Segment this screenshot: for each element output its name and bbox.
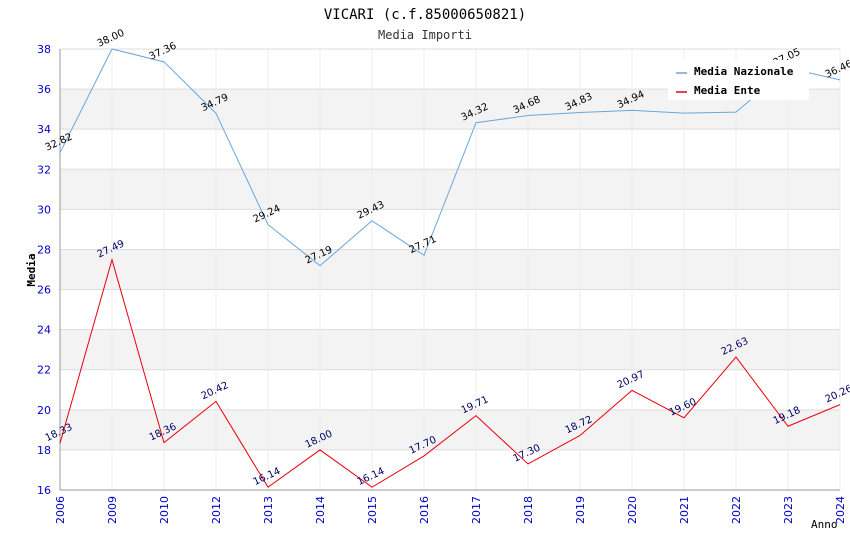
data-label-ente: 20.97 xyxy=(616,369,647,391)
x-tick-label: 2009 xyxy=(106,496,119,524)
data-label-ente: 20.42 xyxy=(200,380,231,402)
x-tick-label: 2024 xyxy=(834,496,847,524)
legend-box xyxy=(668,60,809,100)
x-tick-label: 2018 xyxy=(522,496,535,524)
x-tick-labels: 2006 2009 2010 2012 2013 2014 2015 2016 2017 2018… xyxy=(54,496,847,524)
y-tick-label: 20 xyxy=(37,404,51,417)
data-label-ente: 16.14 xyxy=(356,466,387,488)
legend-label-nazionale: Media Nazionale xyxy=(694,65,794,78)
y-tick-label: 38 xyxy=(37,43,51,56)
grid-band xyxy=(60,329,840,370)
chart-subtitle: Media Importi xyxy=(378,28,472,42)
x-tick-label: 2012 xyxy=(210,496,223,524)
y-tick-label: 26 xyxy=(37,284,51,297)
x-tick-label: 2019 xyxy=(574,496,587,524)
series-line-nazionale xyxy=(59,48,841,267)
x-tick-label: 2017 xyxy=(470,496,483,524)
grid-band xyxy=(60,249,840,290)
data-label-nazionale: 38.00 xyxy=(96,28,127,50)
y-tick-label: 34 xyxy=(37,123,51,136)
x-tick-label: 2015 xyxy=(366,496,379,524)
grid-band xyxy=(60,409,840,450)
chart-title: VICARI (c.f.85000650821) xyxy=(324,7,526,23)
y-tick-label: 24 xyxy=(37,324,51,337)
y-tick-labels: 16 18 20 22 24 26 28 30 32 34 36 38 xyxy=(37,43,51,497)
x-tick-label: 2023 xyxy=(782,496,795,524)
y-tick-label: 32 xyxy=(37,163,51,176)
x-tick-label: 2014 xyxy=(314,496,327,524)
y-tick-label: 28 xyxy=(37,243,51,256)
legend-label-ente: Media Ente xyxy=(694,84,761,97)
x-axis-label: Anno xyxy=(811,518,838,531)
y-axis-label: Media xyxy=(25,253,38,286)
legend: Media Nazionale Media Ente xyxy=(668,60,809,100)
x-tick-label: 2021 xyxy=(678,496,691,524)
data-label-nazionale: 37.36 xyxy=(148,41,179,63)
x-tick-label: 2010 xyxy=(158,496,171,524)
y-tick-label: 36 xyxy=(37,83,51,96)
x-tick-label: 2022 xyxy=(730,496,743,524)
y-tick-label: 22 xyxy=(37,364,51,377)
x-tick-label: 2013 xyxy=(262,496,275,524)
y-tick-label: 16 xyxy=(37,484,51,497)
data-label-nazionale: 36.46 xyxy=(824,59,850,81)
data-label-ente: 20.26 xyxy=(824,383,850,405)
x-tick-label: 2016 xyxy=(418,496,431,524)
x-tick-label: 2020 xyxy=(626,496,639,524)
y-tick-label: 18 xyxy=(37,444,51,457)
y-tick-label: 30 xyxy=(37,203,51,216)
x-tick-label: 2006 xyxy=(54,496,67,524)
series-lines xyxy=(59,48,841,488)
background-bands xyxy=(60,89,840,450)
series-line-ente xyxy=(59,257,841,488)
